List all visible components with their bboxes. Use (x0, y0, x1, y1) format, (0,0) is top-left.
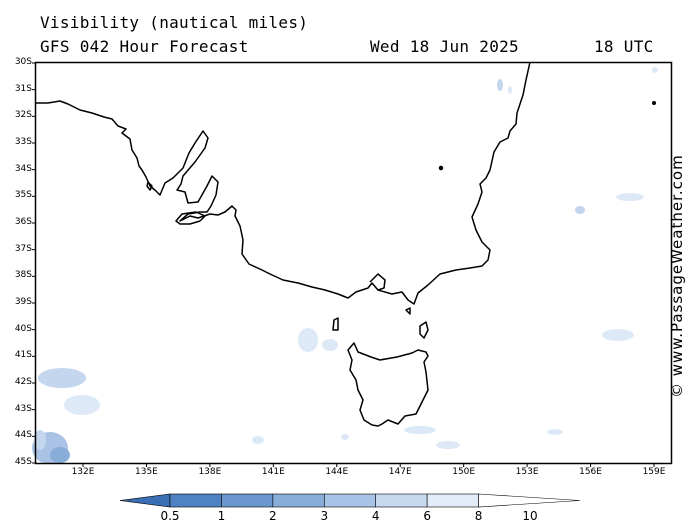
colorbar-label: 1 (217, 509, 226, 523)
coastline (36, 61, 657, 427)
lat-label: 40S (14, 323, 32, 334)
lat-label: 39S (14, 297, 32, 307)
credit-watermark: © www.PassageWeather.com (668, 154, 686, 398)
lat-label: 32S (14, 110, 32, 121)
lon-label: 153E (515, 467, 539, 477)
lon-label: 156E (579, 467, 602, 477)
lon-label: 147E (388, 467, 412, 477)
lon-label: 141E (261, 467, 285, 477)
map-title: Visibility (nautical miles) (40, 13, 309, 32)
colorbar-label: 6 (423, 509, 431, 523)
lat-label: 36S (14, 217, 32, 227)
lat-label: 34S (14, 163, 32, 174)
forecast-subtitle: GFS 042 Hour Forecast (40, 37, 249, 56)
lat-label: 45S (14, 457, 32, 467)
colorbar-label: 4 (371, 509, 380, 523)
lat-label: 44S (14, 430, 32, 441)
lat-label: 35S (14, 190, 32, 201)
lat-label: 31S (14, 83, 32, 94)
tasmania (347, 342, 429, 427)
lon-label: 135E (135, 467, 158, 477)
lat-label: 30S (14, 57, 32, 67)
forecast-time: 18 UTC (594, 37, 654, 56)
visibility-shading (32, 67, 658, 464)
lon-label: 144E (325, 467, 349, 477)
mainland-coastline (36, 61, 531, 305)
lon-label: 159E (642, 467, 666, 477)
lat-label: 37S (14, 243, 32, 254)
colorbar-label: 3 (320, 509, 329, 523)
map-frame (34, 61, 673, 465)
colorbar-label: 2 (269, 509, 277, 523)
lat-label: 42S (14, 377, 32, 387)
colorbar-label: 10 (522, 509, 538, 523)
kangaroo-island (175, 211, 206, 225)
lon-label: 138E (198, 467, 222, 477)
lon-label: 132E (71, 467, 95, 477)
lat-label: 43S (14, 403, 32, 414)
colorbar-label: 0.5 (160, 509, 180, 523)
lat-label: 38S (14, 270, 32, 281)
lat-label: 41S (14, 350, 32, 361)
colorbar-label: 8 (474, 509, 483, 523)
forecast-date: Wed 18 Jun 2025 (370, 37, 519, 56)
lat-label: 33S (14, 137, 32, 147)
lon-label: 150E (452, 467, 476, 477)
flinders-island (419, 321, 429, 339)
